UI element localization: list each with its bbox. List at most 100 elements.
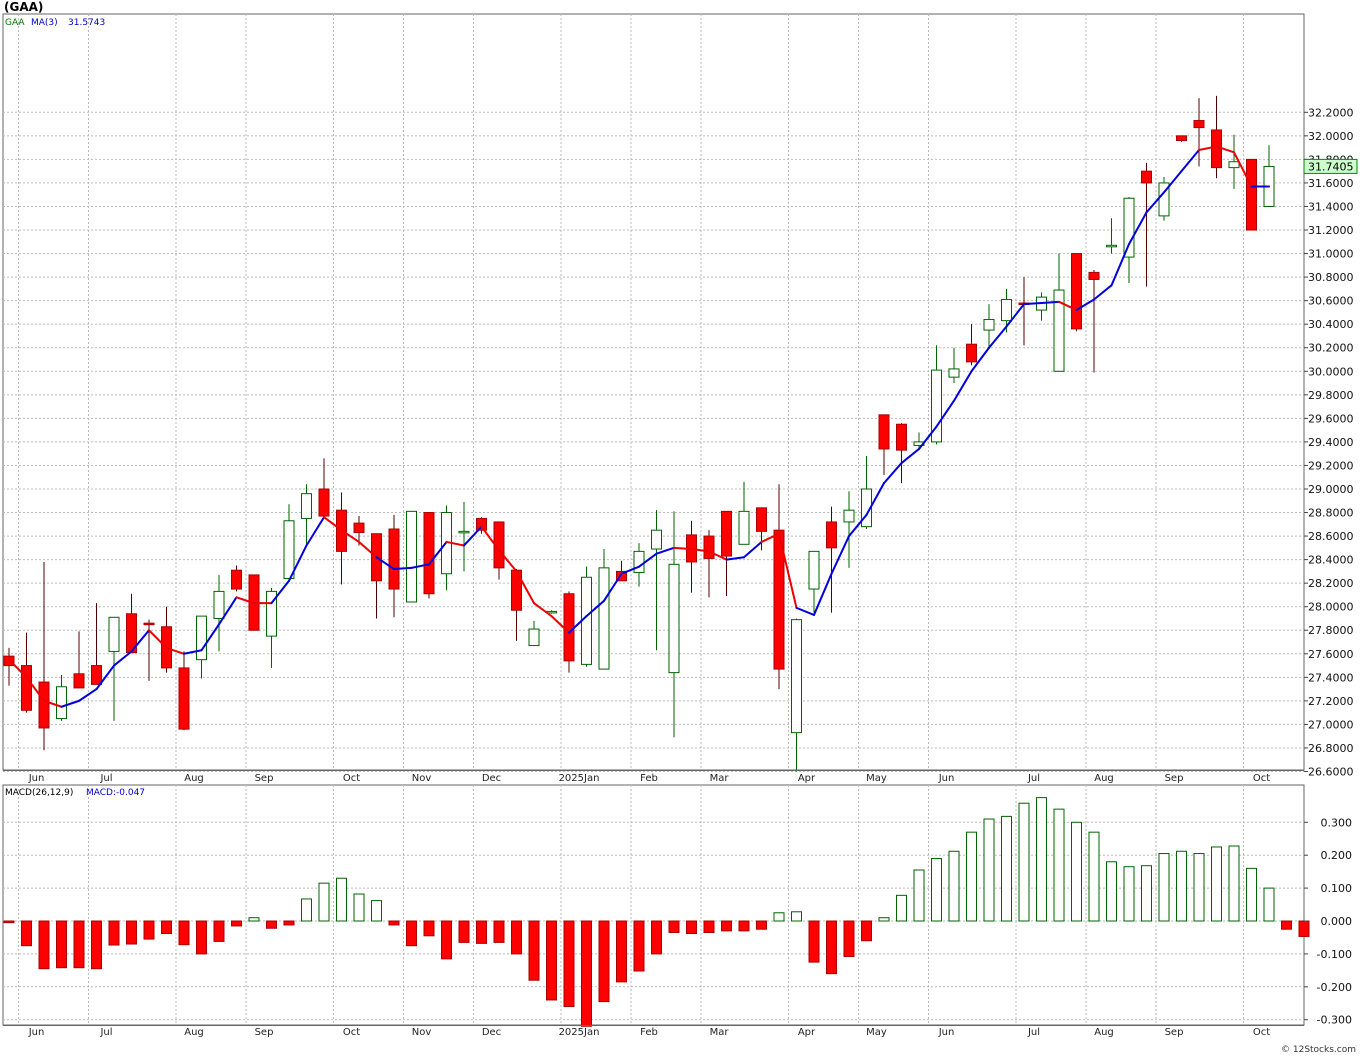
macd-month-label: Aug (184, 1027, 204, 1038)
month-label: Jun (28, 773, 45, 784)
month-axes: Jun Jun Jul Jul Aug Aug Sep Sep Oct Oct Nov Nov Dec D… (3, 770, 1304, 1038)
macd-bar (511, 920, 522, 955)
macd-bar (528, 920, 540, 981)
macd-bar (231, 920, 242, 927)
candle-body (826, 521, 837, 549)
candle-body (878, 414, 890, 450)
macd-bar (406, 920, 417, 947)
macd-bar (1036, 797, 1047, 922)
month-label: May (866, 773, 887, 784)
candle-body (1193, 120, 1205, 129)
macd-tick-label: -0.100 (1317, 948, 1352, 961)
candle-body (528, 628, 540, 647)
macd-bar (73, 920, 85, 969)
ma-line-segment (533, 602, 553, 618)
ma-line-segment (1145, 191, 1165, 214)
macd-month-label: Jun (938, 1027, 955, 1038)
month-label: Sep (255, 773, 274, 784)
macd-month-label: Oct (343, 1027, 360, 1038)
ma-line-segment (953, 370, 973, 402)
ma-line-segment (1058, 300, 1078, 312)
macd-bar (1246, 867, 1257, 922)
macd-bar (143, 920, 155, 940)
ma-line-segment (883, 462, 903, 485)
footer-credit: © 12Stocks.com (1281, 1045, 1356, 1055)
ma-line-segment (1110, 243, 1130, 287)
month-label: Aug (1094, 773, 1114, 784)
ma-line-segment (498, 549, 518, 573)
macd-bar (91, 920, 102, 970)
macd-bar (458, 920, 470, 943)
candle-body (213, 590, 225, 619)
candle-body (1211, 129, 1222, 169)
month-label: Jul (1027, 773, 1040, 784)
candle-body (231, 569, 242, 590)
macd-tick-label: 0.000 (1321, 915, 1353, 928)
macd-bar (983, 818, 995, 922)
macd-bar (1228, 845, 1240, 922)
macd-bar (633, 920, 645, 972)
candle-body (1088, 271, 1100, 280)
candle-body (91, 665, 102, 685)
ma-line-segment (130, 629, 150, 653)
candle-body (563, 593, 575, 662)
ma-line-segment (148, 629, 168, 649)
ma-line-segment (865, 482, 885, 516)
candle-body (423, 512, 435, 595)
ma-line-segment (760, 532, 780, 543)
ma-line-segment (200, 623, 220, 652)
candle-body (21, 665, 32, 711)
macd-bar (686, 920, 697, 935)
price-tick-label: 29.2000 (1308, 459, 1354, 472)
legend-macd-label: MACD(26,12,9) (5, 788, 73, 798)
macd-bar (756, 920, 767, 930)
macd-bar (266, 920, 277, 929)
price-tick-label: 29.6000 (1308, 412, 1354, 425)
price-candles (3, 95, 1275, 772)
candle-body (266, 590, 277, 637)
ma-line-segment (1215, 145, 1235, 154)
month-label: Apr (798, 773, 816, 784)
macd-bar (371, 900, 382, 922)
macd-bar (738, 920, 750, 932)
candle-body (651, 529, 662, 550)
candle-body (738, 510, 750, 545)
macd-bar (1071, 821, 1082, 922)
price-tick-label: 28.4000 (1308, 554, 1354, 567)
macd-bar (1141, 865, 1152, 922)
candle-body (1106, 244, 1117, 248)
macd-bar (546, 920, 557, 1001)
month-label: Aug (184, 773, 204, 784)
candle-body (108, 616, 120, 652)
month-label: Jun (938, 773, 955, 784)
macd-bar (1193, 853, 1205, 922)
candle-body (283, 520, 295, 579)
candle-body (616, 570, 627, 582)
candle-body (948, 368, 960, 378)
macd-bar (441, 920, 452, 960)
ma-line-segment (410, 563, 430, 569)
ma-line-segment (218, 596, 238, 626)
ma-line-segment (25, 676, 45, 702)
macd-bar (301, 898, 312, 922)
price-tick-label: 31.0000 (1308, 248, 1354, 261)
candle-body (458, 530, 470, 534)
price-tick-label: 30.2000 (1308, 342, 1354, 355)
macd-bar (108, 920, 120, 946)
macd-bar (493, 920, 505, 943)
month-label: Nov (412, 773, 432, 784)
macd-month-label: May (866, 1027, 887, 1038)
ma-line-segment (935, 399, 955, 428)
month-label: Oct (343, 773, 360, 784)
candle-body (966, 343, 977, 363)
price-tick-label: 30.4000 (1308, 318, 1354, 331)
ma-line-segment (305, 516, 325, 547)
ma-line-segment (183, 649, 203, 655)
candle-body (843, 509, 855, 523)
macd-month-label: Dec (482, 1027, 501, 1038)
candle-body (581, 576, 592, 665)
price-tick-label: 29.8000 (1308, 389, 1354, 402)
ma-line-segment (43, 699, 63, 708)
macd-bar (791, 911, 802, 922)
macd-bar (1106, 861, 1117, 922)
